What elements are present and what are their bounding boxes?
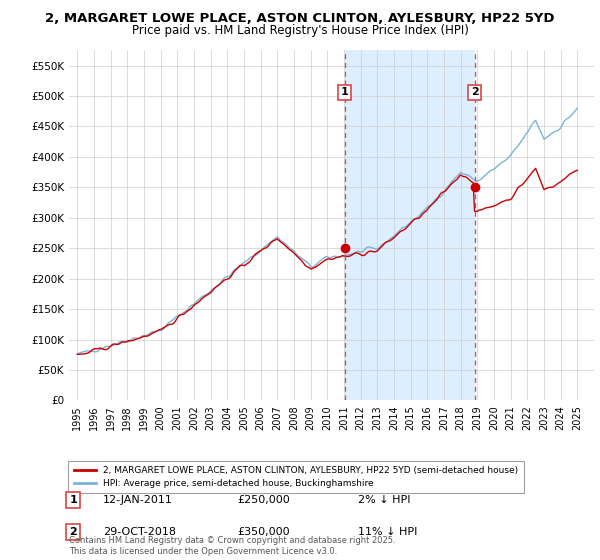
Text: 2: 2: [70, 526, 77, 536]
Text: 29-OCT-2018: 29-OCT-2018: [103, 526, 176, 536]
Legend: 2, MARGARET LOWE PLACE, ASTON CLINTON, AYLESBURY, HP22 5YD (semi-detached house): 2, MARGARET LOWE PLACE, ASTON CLINTON, A…: [68, 461, 524, 493]
Text: 11% ↓ HPI: 11% ↓ HPI: [358, 526, 417, 536]
Text: 2, MARGARET LOWE PLACE, ASTON CLINTON, AYLESBURY, HP22 5YD: 2, MARGARET LOWE PLACE, ASTON CLINTON, A…: [45, 12, 555, 25]
Text: Price paid vs. HM Land Registry's House Price Index (HPI): Price paid vs. HM Land Registry's House …: [131, 24, 469, 36]
Text: Contains HM Land Registry data © Crown copyright and database right 2025.
This d: Contains HM Land Registry data © Crown c…: [69, 536, 395, 556]
Text: 2% ↓ HPI: 2% ↓ HPI: [358, 495, 410, 505]
Text: 1: 1: [341, 87, 349, 97]
Text: 1: 1: [70, 495, 77, 505]
Text: £250,000: £250,000: [237, 495, 290, 505]
Text: 2: 2: [470, 87, 478, 97]
Bar: [344, 50, 475, 400]
Text: £350,000: £350,000: [237, 526, 290, 536]
Text: 12-JAN-2011: 12-JAN-2011: [103, 495, 173, 505]
